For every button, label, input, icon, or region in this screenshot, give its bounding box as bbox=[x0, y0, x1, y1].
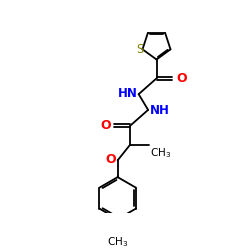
Text: S: S bbox=[136, 43, 144, 56]
Text: CH$_3$: CH$_3$ bbox=[150, 146, 172, 160]
Text: O: O bbox=[105, 153, 116, 166]
Text: CH$_3$: CH$_3$ bbox=[107, 235, 128, 249]
Text: O: O bbox=[176, 72, 187, 85]
Text: O: O bbox=[100, 119, 111, 132]
Text: NH: NH bbox=[150, 104, 170, 118]
Text: HN: HN bbox=[118, 86, 138, 100]
